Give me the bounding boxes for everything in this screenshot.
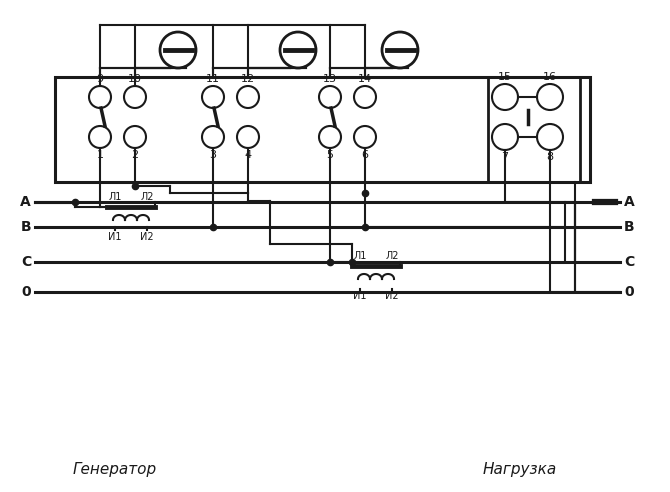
Text: 7: 7 xyxy=(501,152,509,162)
Text: 2: 2 xyxy=(131,150,139,160)
Circle shape xyxy=(354,86,376,108)
Text: 5: 5 xyxy=(326,150,334,160)
Text: 4: 4 xyxy=(245,150,251,160)
Text: 3: 3 xyxy=(210,150,216,160)
Text: B: B xyxy=(624,220,634,234)
Text: И2: И2 xyxy=(140,232,154,242)
Text: 1: 1 xyxy=(96,150,103,160)
Circle shape xyxy=(202,86,224,108)
Circle shape xyxy=(537,84,563,110)
Text: И2: И2 xyxy=(385,291,399,301)
Circle shape xyxy=(537,124,563,150)
Circle shape xyxy=(237,86,259,108)
Text: Генератор: Генератор xyxy=(73,462,157,477)
Text: И1: И1 xyxy=(109,232,122,242)
Text: 15: 15 xyxy=(498,72,512,82)
Circle shape xyxy=(89,86,111,108)
Circle shape xyxy=(382,32,418,68)
Text: 10: 10 xyxy=(128,74,142,84)
Text: Л1: Л1 xyxy=(109,192,122,202)
Text: Л2: Л2 xyxy=(385,251,399,261)
Circle shape xyxy=(89,126,111,148)
Text: 13: 13 xyxy=(323,74,337,84)
Text: 16: 16 xyxy=(543,72,557,82)
Circle shape xyxy=(319,86,341,108)
Text: A: A xyxy=(20,195,31,209)
Text: 8: 8 xyxy=(547,152,553,162)
Text: C: C xyxy=(21,255,31,269)
Circle shape xyxy=(124,126,146,148)
Text: 0: 0 xyxy=(21,285,31,299)
Circle shape xyxy=(319,126,341,148)
Text: И1: И1 xyxy=(353,291,366,301)
Bar xyxy=(55,77,590,182)
Text: 11: 11 xyxy=(206,74,220,84)
Circle shape xyxy=(160,32,196,68)
Text: 0: 0 xyxy=(624,285,634,299)
Text: 6: 6 xyxy=(362,150,368,160)
Bar xyxy=(488,77,580,182)
Circle shape xyxy=(237,126,259,148)
Text: Л2: Л2 xyxy=(140,192,153,202)
Text: B: B xyxy=(20,220,31,234)
Circle shape xyxy=(354,126,376,148)
Text: A: A xyxy=(624,195,634,209)
Text: 14: 14 xyxy=(358,74,372,84)
Circle shape xyxy=(492,84,518,110)
Circle shape xyxy=(124,86,146,108)
Text: C: C xyxy=(624,255,634,269)
Text: Нагрузка: Нагрузка xyxy=(483,462,557,477)
Text: 12: 12 xyxy=(241,74,255,84)
Circle shape xyxy=(202,126,224,148)
Text: Л1: Л1 xyxy=(353,251,366,261)
Text: 9: 9 xyxy=(96,74,104,84)
Circle shape xyxy=(492,124,518,150)
Circle shape xyxy=(280,32,316,68)
